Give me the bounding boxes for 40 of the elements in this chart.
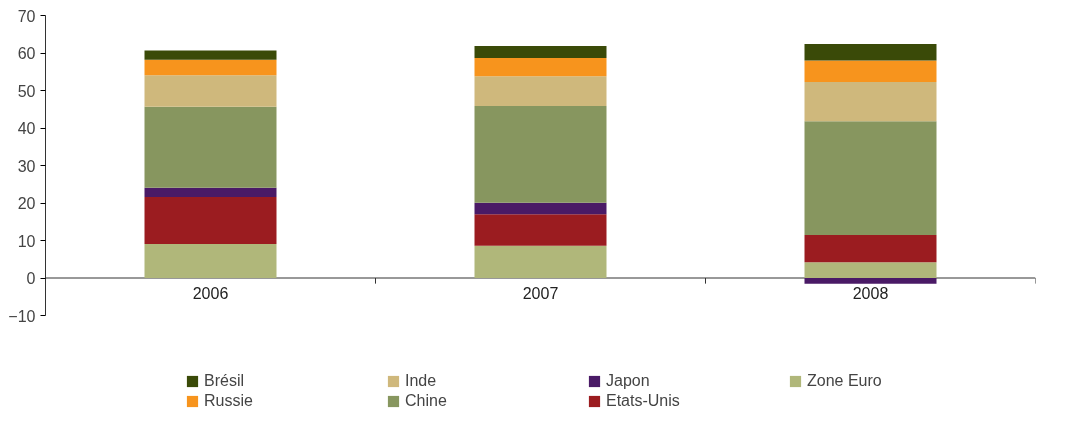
bar [804,234,937,263]
x-tick-label: 2007 [522,285,559,302]
bar [474,57,607,77]
legend-label: Etats-Unis [606,392,681,410]
bar [474,214,607,246]
y-tick-label: 70 [17,7,36,25]
bar [144,50,277,60]
bar [804,121,937,235]
bar [144,243,277,278]
bar [474,76,607,106]
bar [474,202,607,215]
legend-label: Brésil [204,372,245,390]
legend-label: Japon [606,372,651,390]
x-tick-label: 2008 [852,285,889,302]
y-tick-label: 30 [17,157,36,175]
bar [804,44,937,61]
legend-label: Zone Euro [807,372,883,390]
bar [144,59,277,76]
y-tick-label: 0 [26,270,36,287]
y-tick-label: 60 [17,45,36,62]
bar [144,106,277,188]
bar [804,262,937,278]
legend-label: Russie [204,392,254,410]
y-tick-label: 10 [17,232,36,250]
bar [144,75,277,107]
bar [144,187,277,197]
bar [474,45,607,58]
bar [474,105,607,203]
x-tick-label: 2006 [192,285,229,302]
bar [804,81,937,122]
y-tick-label: 50 [17,82,36,100]
bar [804,278,937,284]
y-tick-label: 20 [17,195,36,212]
y-tick-label: 40 [17,120,36,137]
legend-label: Chine [405,392,448,410]
legend-label: Inde [405,372,438,390]
bar [144,197,277,244]
y-tick-label: −10 [8,307,36,325]
bar [474,245,607,278]
bar [804,60,937,82]
